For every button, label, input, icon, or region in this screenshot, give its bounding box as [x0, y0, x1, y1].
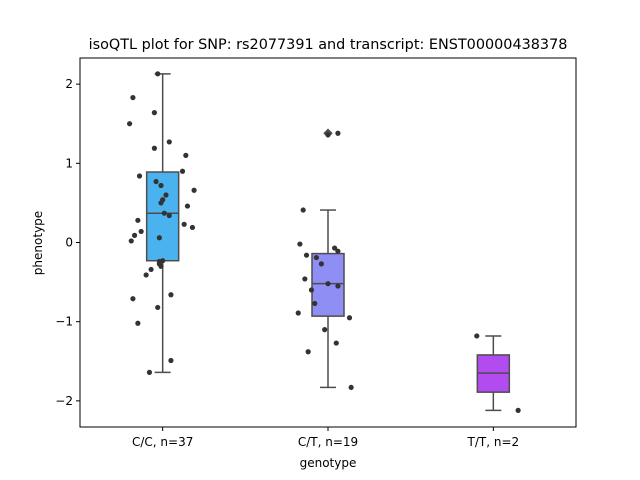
data-point	[158, 182, 164, 189]
data-point	[302, 276, 308, 282]
data-point	[335, 283, 341, 289]
data-point	[130, 296, 136, 302]
data-point	[135, 320, 141, 326]
data-point	[332, 245, 338, 251]
data-point	[474, 333, 480, 339]
x-tick-label: C/T, n=19	[298, 435, 358, 449]
plot-area: −2 −1 0 1 2 C/C, n=37 C/T, n=19 T/T, n=2	[55, 57, 577, 449]
data-point	[318, 261, 324, 267]
y-tick-label: 0	[65, 236, 73, 250]
data-point	[189, 224, 196, 231]
data-point	[305, 349, 311, 355]
data-point	[322, 327, 328, 333]
data-point	[128, 238, 134, 244]
data-point	[191, 187, 197, 193]
data-point	[136, 173, 143, 179]
chart-title: isoQTL plot for SNP: rs2077391 and trans…	[89, 37, 568, 53]
data-point	[158, 200, 164, 206]
data-point	[308, 287, 315, 293]
x-axis-label: genotype	[300, 456, 357, 470]
y-tick-label: −2	[55, 394, 73, 408]
data-point	[163, 192, 169, 198]
data-point	[153, 178, 159, 185]
data-point	[346, 315, 353, 321]
data-point	[335, 248, 341, 254]
data-point	[156, 258, 162, 265]
data-point	[333, 340, 339, 346]
data-point	[325, 132, 331, 138]
data-point	[181, 221, 187, 227]
data-point	[348, 384, 354, 391]
x-tick-label: C/C, n=37	[132, 435, 193, 449]
data-point	[183, 152, 189, 158]
data-point	[135, 217, 141, 223]
data-point	[168, 357, 174, 364]
data-point	[300, 207, 306, 213]
y-axis-label: phenotype	[31, 211, 45, 275]
data-point	[303, 252, 310, 258]
data-point	[166, 139, 172, 145]
data-point	[156, 235, 162, 241]
data-point	[138, 228, 144, 235]
x-tick-label: T/T, n=2	[467, 435, 520, 449]
data-point	[151, 110, 157, 116]
data-point	[325, 281, 331, 287]
data-point	[312, 300, 318, 307]
data-point	[166, 212, 172, 219]
data-point	[131, 232, 138, 238]
data-point	[515, 407, 521, 413]
data-point	[297, 241, 303, 247]
data-point	[168, 292, 174, 298]
data-point	[179, 168, 186, 174]
data-point	[155, 71, 161, 77]
y-tick-label: −1	[55, 315, 73, 329]
data-point	[335, 130, 341, 136]
data-point	[155, 304, 161, 311]
data-point	[158, 263, 164, 269]
y-tick-label: 2	[65, 77, 73, 91]
data-point	[148, 266, 154, 273]
y-tick-label: 1	[65, 156, 73, 170]
data-point	[295, 310, 301, 316]
data-point	[127, 121, 133, 127]
data-point	[184, 203, 191, 209]
data-point	[161, 210, 167, 216]
data-point	[146, 369, 153, 375]
data-point	[143, 272, 149, 278]
data-point	[313, 254, 320, 261]
data-point	[151, 145, 157, 151]
data-point	[130, 94, 136, 101]
